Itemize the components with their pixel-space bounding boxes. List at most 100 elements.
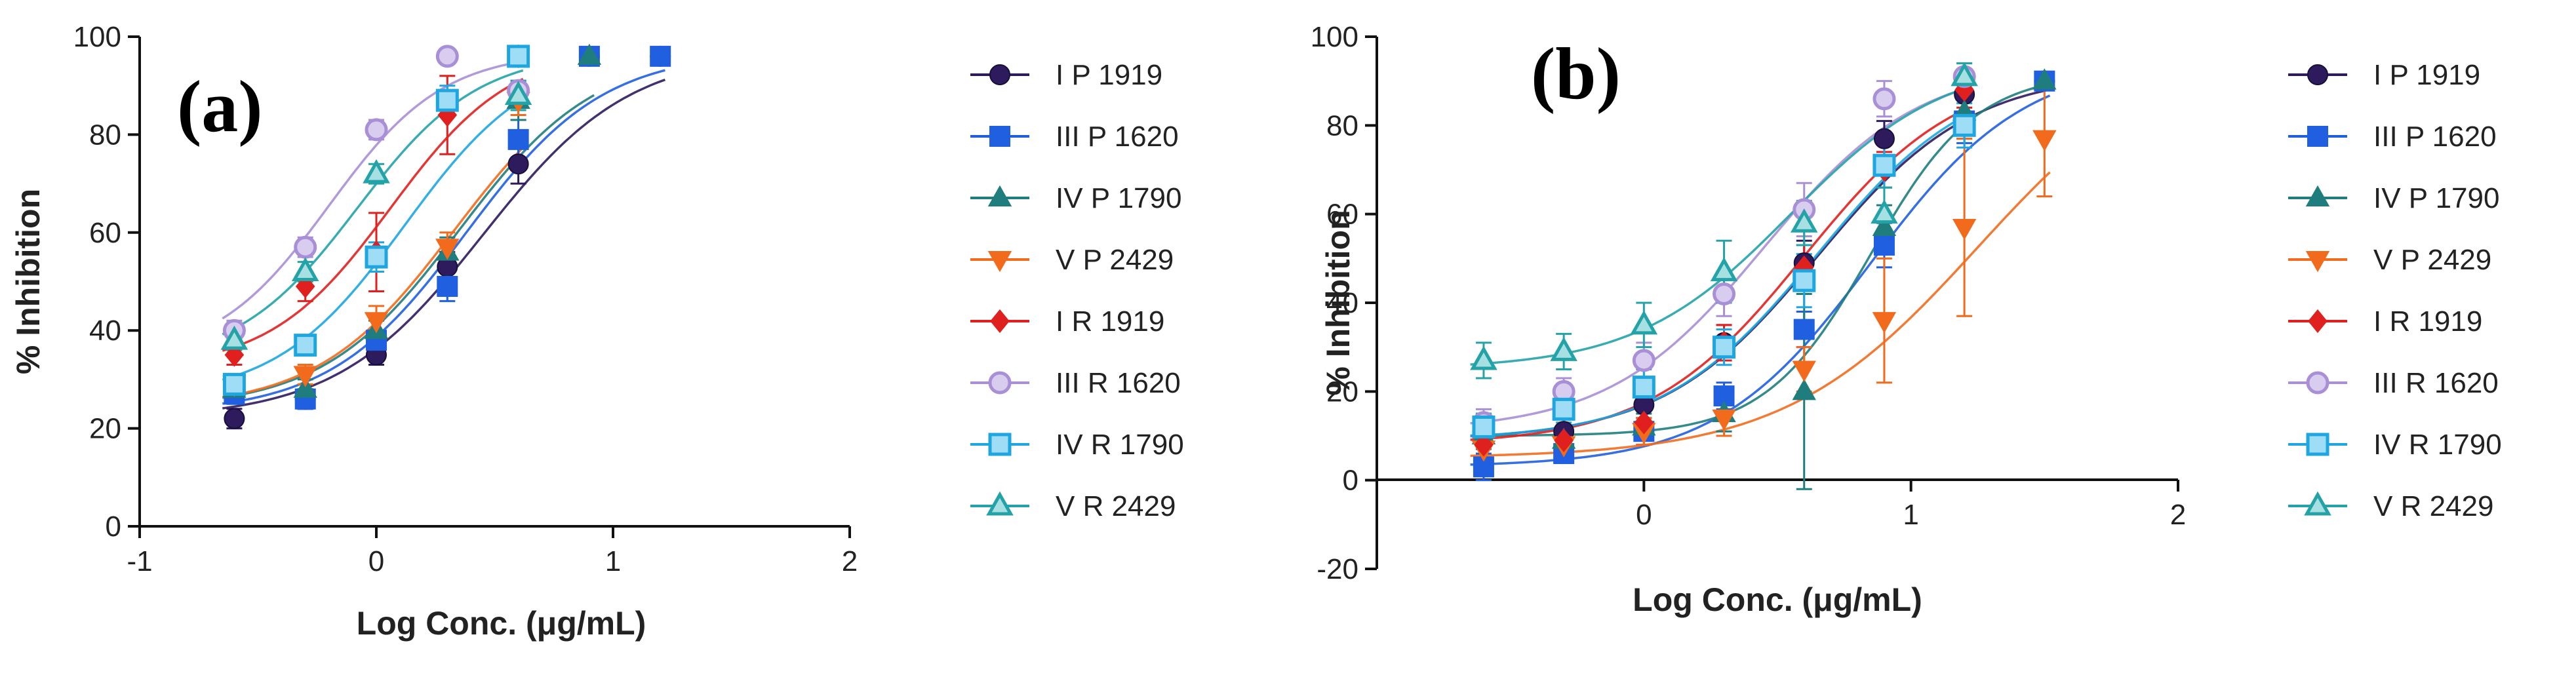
x-tick-label: 1 — [1903, 499, 1918, 531]
legend-item: IV P 1790 — [2288, 182, 2499, 214]
legend-label: III R 1620 — [1056, 367, 1181, 399]
data-point — [220, 325, 248, 350]
data-point — [1713, 336, 1736, 359]
legend-item: I P 1919 — [2288, 59, 2480, 91]
data-point — [364, 312, 389, 334]
data-point — [1873, 235, 1895, 256]
y-tick-label: 40 — [89, 315, 121, 347]
panel-a-data-points — [220, 43, 671, 429]
data-point — [435, 88, 459, 112]
data-point — [1550, 337, 1577, 361]
legend-marker — [989, 64, 1010, 85]
data-point — [1632, 349, 1655, 372]
data-point — [507, 153, 529, 175]
data-point — [294, 235, 317, 259]
x-tick-label: 2 — [842, 545, 858, 577]
data-point — [2032, 68, 2057, 90]
legend-marker — [2305, 251, 2330, 273]
legend-label: I P 1919 — [2373, 59, 2480, 91]
data-point — [365, 245, 388, 269]
panel-a-legend: I P 1919 III P 1620 IV P 1790 V P 2429 I R 1… — [970, 59, 1184, 522]
legend-marker — [2306, 371, 2329, 395]
data-point — [1630, 310, 1658, 335]
y-tick-label: 40 — [1326, 287, 1358, 319]
legend-label: IV R 1790 — [1056, 429, 1184, 461]
legend-marker — [2308, 309, 2328, 334]
data-point — [650, 45, 671, 67]
data-point — [507, 45, 530, 68]
data-point — [1472, 415, 1496, 438]
x-tick-label: 1 — [605, 545, 621, 577]
y-tick-label: 60 — [89, 217, 121, 249]
fit-curve — [222, 94, 595, 399]
data-point — [1873, 87, 1896, 111]
legend-label: V R 2429 — [1056, 490, 1176, 522]
panel-b-legend: I P 1919 III P 1620 IV P 1790 V P 2429 I R 1… — [2288, 59, 2502, 522]
legend-marker — [2306, 433, 2329, 456]
y-tick-label: 20 — [1326, 376, 1358, 408]
legend-label: IV P 1790 — [1056, 182, 1181, 214]
data-point — [1793, 269, 1816, 292]
data-point — [1792, 360, 1816, 382]
chart-panel-a: (a) % Inhibition Log Conc. (μg/mL) 02040… — [10, 21, 1184, 642]
data-point — [504, 81, 532, 106]
y-tick-label: 100 — [1311, 21, 1358, 53]
legend-label: I R 1919 — [1056, 305, 1164, 338]
data-point — [1873, 153, 1896, 177]
data-point — [365, 118, 388, 142]
y-tick-label: -20 — [1317, 553, 1358, 585]
legend-marker — [987, 185, 1012, 206]
legend-label: V P 2429 — [2373, 244, 2491, 276]
data-point — [435, 239, 460, 260]
panel-b-y-axis-label: % Inhibition — [1320, 210, 1357, 395]
data-point — [1951, 62, 1978, 87]
legend-label: V P 2429 — [1056, 244, 1174, 276]
data-point — [1792, 379, 1816, 400]
legend-item: IV R 1790 — [970, 429, 1184, 461]
x-tick-label: 2 — [2170, 499, 2186, 531]
data-point — [1712, 409, 1736, 431]
legend-marker — [986, 491, 1014, 516]
legend-item: III R 1620 — [2288, 367, 2499, 399]
legend-item: IV R 1790 — [2288, 429, 2502, 461]
panel-b-x-axis-label: Log Conc. (μg/mL) — [1633, 581, 1922, 618]
legend-label: IV R 1790 — [2373, 429, 2502, 461]
y-tick-label: 0 — [1343, 465, 1358, 497]
legend-marker — [2304, 491, 2331, 516]
data-point — [1872, 312, 1897, 334]
data-point — [1871, 199, 1898, 224]
y-tick-label: 20 — [89, 413, 121, 445]
data-point — [363, 159, 390, 184]
panel-a-label: (a) — [177, 66, 263, 147]
data-point — [1952, 113, 1976, 137]
data-point — [1872, 214, 1897, 236]
data-point — [294, 334, 317, 357]
data-point — [437, 275, 458, 297]
legend-item: I R 1919 — [970, 305, 1164, 338]
data-point — [1710, 257, 1738, 282]
chart-panel-b: (b) % Inhibition Log Conc. (μg/mL) -20 0 2… — [1311, 21, 2502, 618]
data-point — [1634, 410, 1654, 435]
x-tick-label: 0 — [368, 545, 384, 577]
legend-label: I R 1919 — [2373, 305, 2482, 338]
legend-label: III P 1620 — [1056, 121, 1179, 153]
panel-b-data-points — [1470, 62, 2057, 478]
data-point — [1632, 376, 1655, 399]
legend-marker — [989, 126, 1010, 147]
x-tick-label: -1 — [127, 545, 152, 577]
legend-marker — [987, 251, 1012, 273]
legend-item: V R 2429 — [970, 490, 1176, 522]
data-point — [1470, 345, 1497, 370]
data-point — [224, 408, 245, 429]
legend-item: V R 2429 — [2288, 490, 2493, 522]
legend-item: V P 2429 — [2288, 244, 2491, 276]
data-point — [1952, 218, 1977, 241]
data-point — [1474, 433, 1494, 457]
data-point — [1873, 128, 1895, 149]
legend-item: III R 1620 — [970, 367, 1181, 399]
panel-a-y-axis-label: % Inhibition — [10, 189, 47, 374]
y-tick-label: 100 — [73, 21, 121, 53]
fit-curve — [222, 69, 524, 336]
legend-item: III P 1620 — [970, 121, 1179, 153]
